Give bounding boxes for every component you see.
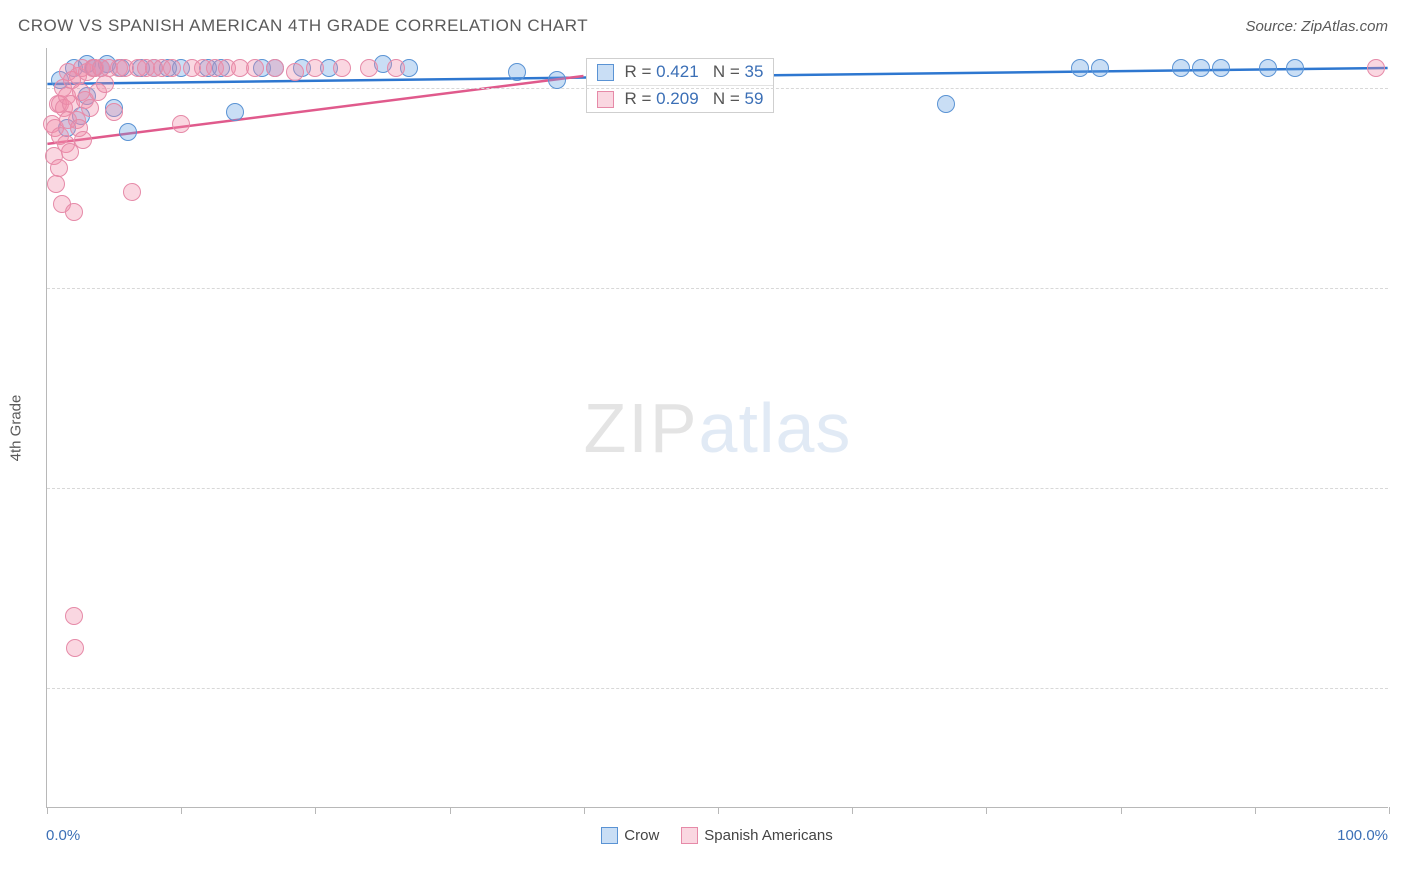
gridline [47, 688, 1388, 689]
spanish-point [333, 59, 351, 77]
crow-point [1192, 59, 1210, 77]
gridline [47, 288, 1388, 289]
spanish-point [246, 59, 264, 77]
x-tick [47, 807, 48, 814]
crow-point [1259, 59, 1277, 77]
legend-item-spanish: Spanish Americans [681, 827, 832, 844]
x-tick [1121, 807, 1122, 814]
spanish-point [360, 59, 378, 77]
spanish-point [105, 103, 123, 121]
crow-point [1091, 59, 1109, 77]
spanish-point [1367, 59, 1385, 77]
crow-point [937, 95, 955, 113]
spanish-point [306, 59, 324, 77]
y-tick-label: 100.0% [1398, 80, 1406, 97]
legend: Crow Spanish Americans [46, 827, 1388, 844]
spanish-point [65, 203, 83, 221]
spanish-swatch-icon [597, 91, 614, 108]
stats-text: R = 0.209 N = 59 [624, 89, 763, 109]
crow-point [1286, 59, 1304, 77]
spanish-point [286, 63, 304, 81]
spanish-legend-swatch-icon [681, 827, 698, 844]
chart-title: CROW VS SPANISH AMERICAN 4TH GRADE CORRE… [18, 16, 588, 36]
spanish-point [81, 99, 99, 117]
x-tick [1389, 807, 1390, 814]
spanish-point [65, 607, 83, 625]
spanish-point [96, 75, 114, 93]
crow-legend-swatch-icon [601, 827, 618, 844]
spanish-point [74, 131, 92, 149]
crow-point [508, 63, 526, 81]
spanish-point [47, 175, 65, 193]
y-tick-label: 85.0% [1398, 680, 1406, 697]
crow-point [226, 103, 244, 121]
source-label: Source: ZipAtlas.com [1245, 18, 1388, 35]
crow-point [1212, 59, 1230, 77]
crow-point [119, 123, 137, 141]
y-tick-label: 95.0% [1398, 280, 1406, 297]
x-tick [584, 807, 585, 814]
crow-swatch-icon [597, 64, 614, 81]
chart-area: ZIPatlas R = 0.421 N = 35R = 0.209 N = 5… [46, 48, 1388, 808]
spanish-point [172, 115, 190, 133]
x-tick [1255, 807, 1256, 814]
x-tick [852, 807, 853, 814]
gridline [47, 88, 1388, 89]
crow-point [1071, 59, 1089, 77]
y-tick-label: 90.0% [1398, 480, 1406, 497]
stats-row-spanish: R = 0.209 N = 59 [587, 85, 773, 112]
spanish-point [66, 639, 84, 657]
spanish-point [266, 59, 284, 77]
x-tick [986, 807, 987, 814]
crow-point [1172, 59, 1190, 77]
stats-box: R = 0.421 N = 35 R = 0.209 N = 59 [586, 58, 774, 113]
x-tick [718, 807, 719, 814]
trend-lines [47, 48, 1388, 807]
crow-point [548, 71, 566, 89]
y-axis-label: 4th Grade [8, 395, 25, 462]
spanish-point [387, 59, 405, 77]
spanish-point [163, 59, 181, 77]
x-tick [450, 807, 451, 814]
plot-region: ZIPatlas R = 0.421 N = 35R = 0.209 N = 5… [46, 48, 1388, 808]
x-tick [181, 807, 182, 814]
legend-label: Crow [624, 827, 659, 844]
legend-item-crow: Crow [601, 827, 659, 844]
stats-row-crow: R = 0.421 N = 35 [587, 59, 773, 85]
stats-text: R = 0.421 N = 35 [624, 62, 763, 82]
spanish-point [50, 159, 68, 177]
legend-label: Spanish Americans [704, 827, 832, 844]
gridline [47, 488, 1388, 489]
x-tick [315, 807, 316, 814]
spanish-point [123, 183, 141, 201]
